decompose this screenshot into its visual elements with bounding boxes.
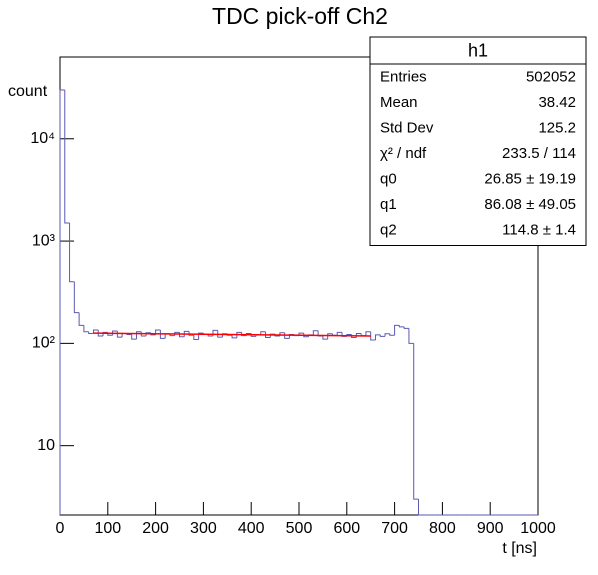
histogram-bin (64, 89, 70, 224)
y-tick-label: 10³ (32, 232, 56, 249)
histogram-bin (102, 331, 108, 337)
stats-label: q1 (380, 196, 397, 213)
histogram-bin (83, 325, 89, 333)
histogram-bin (198, 332, 204, 340)
histogram-bin (303, 333, 309, 338)
histogram-bin (413, 343, 419, 500)
histogram-bin (394, 324, 400, 336)
histogram-bin (418, 499, 424, 516)
histogram-bin (97, 330, 104, 337)
histogram-bin (145, 332, 151, 337)
x-tick-label: 0 (56, 520, 65, 537)
histogram-bin (217, 330, 223, 338)
histogram-bin (384, 333, 390, 337)
stats-value: 125.2 (538, 120, 576, 137)
x-tick-label: 900 (477, 520, 504, 537)
chart-title: TDC pick-off Ch2 (212, 3, 388, 29)
x-axis-label: t [ns] (502, 540, 537, 557)
stats-value: 38.42 (538, 94, 576, 111)
histogram-bin (188, 331, 194, 336)
histogram-bin (88, 331, 94, 334)
stats-label: q2 (380, 222, 397, 239)
stats-title: h1 (468, 40, 488, 60)
x-tick-label: 100 (94, 520, 121, 537)
stats-label: q0 (380, 171, 397, 188)
stats-label: Mean (380, 94, 418, 111)
x-tick-label: 800 (429, 520, 456, 537)
y-tick-label: 10⁴ (30, 130, 55, 147)
histogram-bin (212, 329, 218, 337)
stats-value: 233.5 / 114 (502, 145, 576, 162)
histogram-bin (312, 330, 319, 335)
x-tick-label: 300 (190, 520, 217, 537)
histogram-bin (159, 330, 166, 339)
histogram-bin (260, 331, 266, 335)
x-tick-label: 200 (142, 520, 169, 537)
histogram-bin (389, 333, 395, 336)
histogram-bin (365, 331, 371, 336)
histogram-bin (73, 281, 80, 314)
histogram-bin (398, 325, 405, 328)
stats-value: 86.08 ± 49.05 (484, 196, 576, 213)
histogram-bin (336, 331, 343, 336)
stats-value: 114.8 ± 1.4 (502, 222, 576, 239)
histogram-bin (370, 331, 376, 341)
fit-line (93, 332, 371, 337)
histogram-bin (92, 329, 99, 334)
stats-value: 502052 (526, 69, 576, 86)
x-tick-label: 500 (286, 520, 313, 537)
x-tick-label: 600 (333, 520, 360, 537)
y-tick-label: 10 (37, 437, 55, 454)
y-tick-label: 10² (32, 335, 56, 352)
x-tick-label: 700 (381, 520, 408, 537)
histogram-bin (327, 333, 333, 340)
stats-label: χ² / ndf (380, 145, 427, 162)
histogram-bin (269, 333, 276, 338)
histogram-bin (322, 336, 328, 340)
histogram-bin (135, 331, 142, 340)
histogram-bin (183, 330, 190, 337)
stats-value: 26.85 ± 19.19 (484, 171, 576, 188)
y-axis-label: count (8, 83, 48, 100)
histogram-bin (403, 326, 409, 329)
stats-box (369, 36, 587, 246)
histogram-bin (236, 331, 242, 338)
histogram-bin (231, 335, 237, 339)
x-tick-label: 1000 (520, 520, 556, 537)
histogram-bin (69, 223, 75, 283)
histogram-bin (374, 334, 381, 340)
histogram-bin (131, 334, 137, 340)
histogram-bin (78, 312, 84, 326)
stats-label: Std Dev (380, 120, 434, 137)
stats-label: Entries (380, 69, 427, 86)
histogram-bin (265, 331, 271, 339)
histogram-bin (408, 328, 414, 344)
histogram-bin (59, 89, 65, 515)
histogram-bin (241, 332, 247, 337)
histogram-bin (379, 334, 386, 337)
histogram-bin (193, 335, 199, 341)
x-tick-label: 400 (238, 520, 265, 537)
